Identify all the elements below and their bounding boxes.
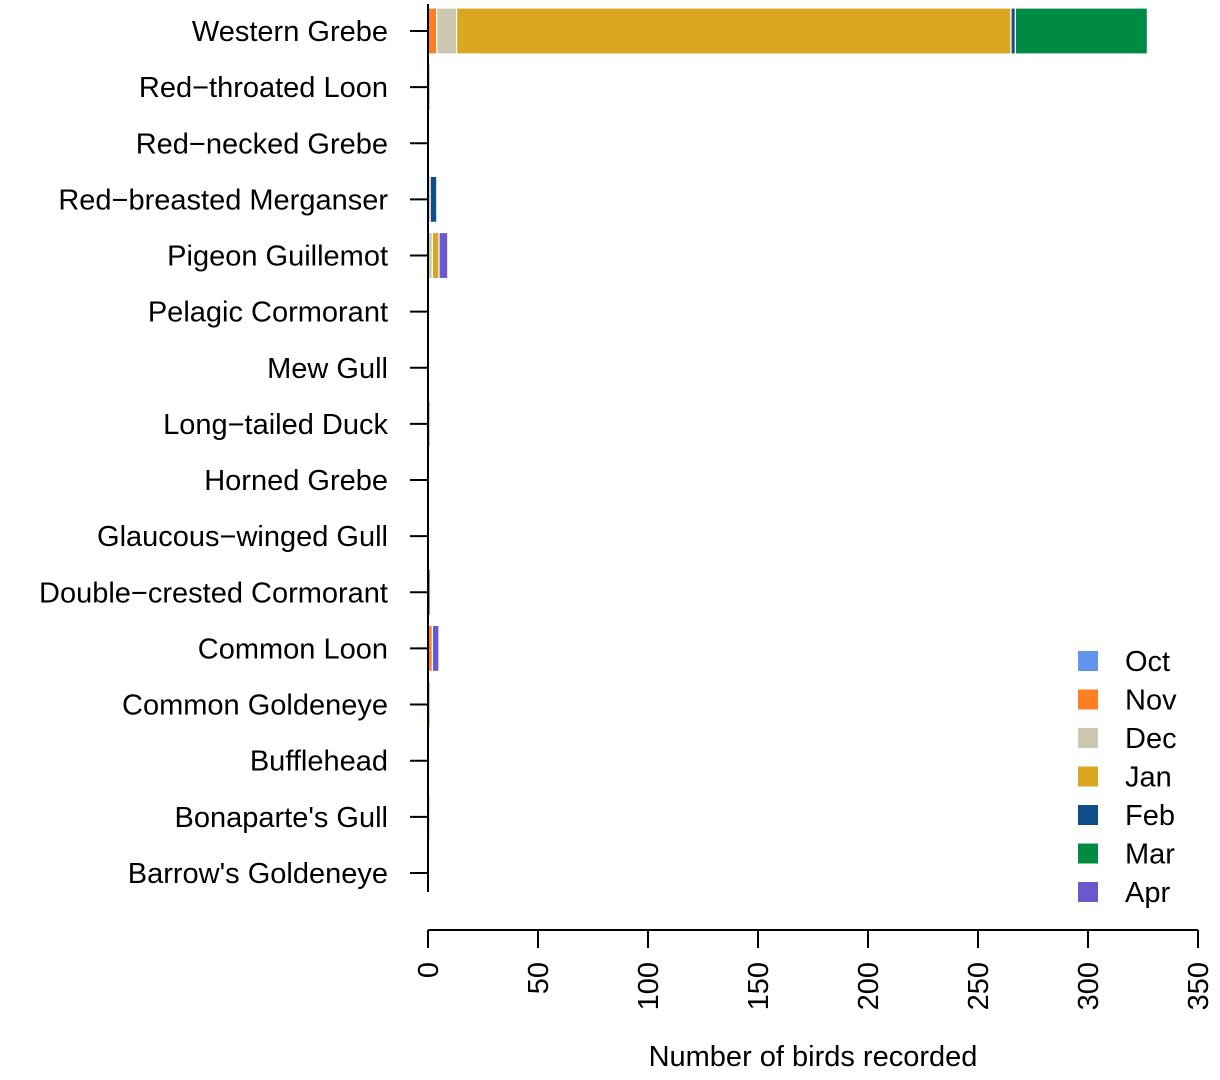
bar-segment-red-breasted-merganser-feb	[429, 175, 438, 223]
x-tick-label-150: 150	[743, 962, 775, 1010]
x-tick-label-250: 250	[963, 962, 995, 1010]
y-tick-label-long-tailed-duck: Long−tailed Duck	[163, 409, 388, 441]
y-tick-label-bonaparte-s-gull: Bonaparte's Gull	[175, 802, 389, 834]
legend-swatch-jan	[1078, 766, 1098, 787]
y-tick-label-double-crested-cormorant: Double−crested Cormorant	[39, 577, 388, 609]
legend-swatch-nov	[1078, 689, 1098, 710]
y-tick-label-bufflehead: Bufflehead	[250, 746, 388, 778]
legend-label-jan: Jan	[1125, 762, 1172, 794]
legend-swatch-apr	[1078, 882, 1098, 902]
legend-label-feb: Feb	[1125, 800, 1175, 832]
x-tick-label-300: 300	[1073, 962, 1105, 1010]
bar-segment-pigeon-guillemot-jan	[431, 231, 440, 280]
legend-label-dec: Dec	[1125, 723, 1177, 755]
x-tick-label-350: 350	[1183, 962, 1215, 1010]
legend-swatch-feb	[1078, 805, 1098, 825]
x-tick-label-50: 50	[523, 962, 555, 994]
legend-label-nov: Nov	[1125, 685, 1177, 717]
y-tick-label-red-necked-grebe: Red−necked Grebe	[136, 128, 388, 160]
y-tick-label-red-breasted-merganser: Red−breasted Merganser	[58, 184, 388, 216]
bar-segment-western-grebe-dec	[436, 7, 458, 55]
x-axis: 0 50 100 150 200 250 300 350	[413, 929, 1215, 1010]
legend-swatch-mar	[1078, 843, 1098, 864]
y-tick-label-red-throated-loon: Red−throated Loon	[139, 72, 388, 104]
legend-label-oct: Oct	[1125, 646, 1170, 678]
bar-segment-common-loon-apr	[431, 624, 440, 673]
y-tick-label-glaucous-winged-gull: Glaucous−winged Gull	[97, 521, 388, 553]
bar-segment-western-grebe-mar	[1014, 7, 1149, 55]
legend-swatch-dec	[1078, 728, 1098, 748]
y-tick-label-pelagic-cormorant: Pelagic Cormorant	[148, 297, 388, 329]
y-tick-label-pigeon-guillemot: Pigeon Guillemot	[167, 241, 388, 273]
x-tick-label-0: 0	[413, 962, 445, 978]
bars	[427, 4, 1149, 892]
y-tick-label-western-grebe: Western Grebe	[192, 16, 388, 48]
y-axis: Western Grebe Red−throated Loon Red−necked…	[39, 16, 428, 890]
x-tick-label-100: 100	[633, 962, 665, 1010]
legend: Oct Nov Dec Jan Feb Mar Apr	[1078, 646, 1177, 909]
bar-segment-western-grebe-jan	[456, 7, 1012, 55]
legend-label-apr: Apr	[1125, 877, 1170, 909]
y-tick-label-horned-grebe: Horned Grebe	[204, 465, 388, 497]
y-tick-label-common-goldeneye: Common Goldeneye	[122, 690, 388, 722]
x-tick-label-200: 200	[853, 962, 885, 1010]
y-tick-label-common-loon: Common Loon	[198, 633, 388, 665]
y-tick-label-barrow-s-goldeneye: Barrow's Goldeneye	[128, 858, 388, 890]
bar-segment-western-grebe-nov	[427, 7, 438, 55]
legend-label-mar: Mar	[1125, 839, 1175, 871]
bar-segment-pigeon-guillemot-apr	[438, 231, 449, 280]
bar-segment-western-grebe-feb	[1010, 7, 1017, 55]
y-tick-label-mew-gull: Mew Gull	[267, 353, 388, 385]
x-axis-title: Number of birds recorded	[649, 1041, 978, 1073]
legend-swatch-oct	[1078, 651, 1098, 671]
